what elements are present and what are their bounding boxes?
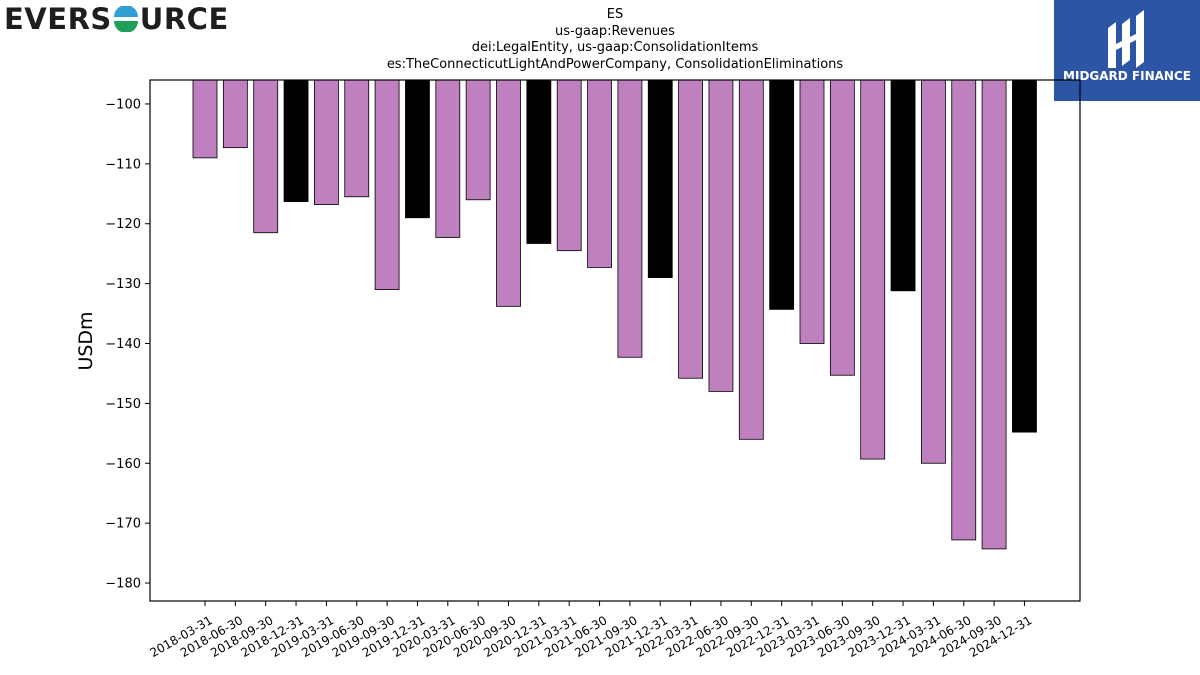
title-line-4: es:TheConnecticutLightAndPowerCompany, C… (386, 56, 844, 72)
bar-2020-03-31 (435, 79, 461, 238)
bar-2023-03-31 (799, 79, 825, 344)
title-line-3: dei:LegalEntity, us-gaap:ConsolidationIt… (471, 40, 759, 55)
midgard-mark-icon (1108, 10, 1144, 68)
bar-2024-09-30 (981, 79, 1007, 550)
midgard-logo-text: MIDGARD FINANCE (1063, 69, 1191, 83)
title-line-1: ES (606, 7, 624, 22)
bar-2024-12-31 (1012, 79, 1037, 433)
bar-2019-03-31 (313, 79, 339, 205)
eversource-logo: EVERS URCE (4, 2, 229, 36)
bar-2020-06-30 (465, 79, 491, 201)
bar-2024-06-30 (951, 79, 977, 541)
bar-2024-03-31 (921, 79, 946, 464)
bar-2018-03-31 (192, 79, 218, 159)
bar-2019-12-31 (405, 79, 430, 219)
bar-2021-09-30 (617, 79, 643, 358)
y-tick-label: −110 (105, 157, 141, 172)
bar-2019-06-30 (344, 79, 370, 198)
bar-2020-09-30 (496, 79, 521, 307)
y-tick-label: −170 (105, 517, 141, 532)
bar-2023-06-30 (829, 79, 855, 376)
bar-2021-12-31 (647, 79, 673, 279)
bar-2021-03-31 (556, 79, 582, 252)
bar-2018-12-31 (283, 79, 309, 202)
y-axis-label: USDm (75, 311, 97, 370)
bar-2021-06-30 (587, 79, 612, 268)
logo-text-start: EVERS (4, 2, 112, 36)
bar-2023-09-30 (860, 79, 886, 460)
y-tick-label: −150 (105, 397, 141, 412)
bar-2022-09-30 (738, 79, 764, 440)
bar-2019-09-30 (374, 79, 400, 291)
bar-2023-12-31 (890, 79, 916, 292)
bar-2022-06-30 (708, 79, 734, 392)
bar-2022-12-31 (769, 79, 795, 310)
bar-2020-12-31 (526, 79, 552, 244)
y-tick-label: −120 (105, 217, 141, 232)
midgard-finance-logo: MIDGARD FINANCE (1054, 0, 1200, 101)
eversource-o-icon (113, 6, 138, 32)
y-tick-label: −100 (105, 97, 141, 112)
y-tick-label: −180 (105, 577, 141, 592)
y-tick-label: −130 (105, 277, 141, 292)
bar-2022-03-31 (678, 79, 703, 379)
bar-2018-06-30 (222, 79, 248, 149)
bars-group (192, 79, 1037, 550)
logo-text-end: URCE (139, 2, 229, 36)
plot-frame (149, 79, 1081, 602)
bar-2018-09-30 (253, 79, 279, 234)
y-tick-label: −160 (105, 457, 141, 472)
title-line-2: us-gaap:Revenues (555, 23, 675, 39)
chart-title: ES us-gaap:Revenues dei:LegalEntity, us-… (330, 7, 900, 73)
y-axis-ticks: −100 −110 −120 −130 −140 −150 −160 −170 −180 (105, 97, 150, 592)
y-tick-label: −140 (105, 337, 141, 352)
x-axis-ticks: 2018-03-312018-06-302018-09-302018-12-31… (147, 601, 1034, 660)
